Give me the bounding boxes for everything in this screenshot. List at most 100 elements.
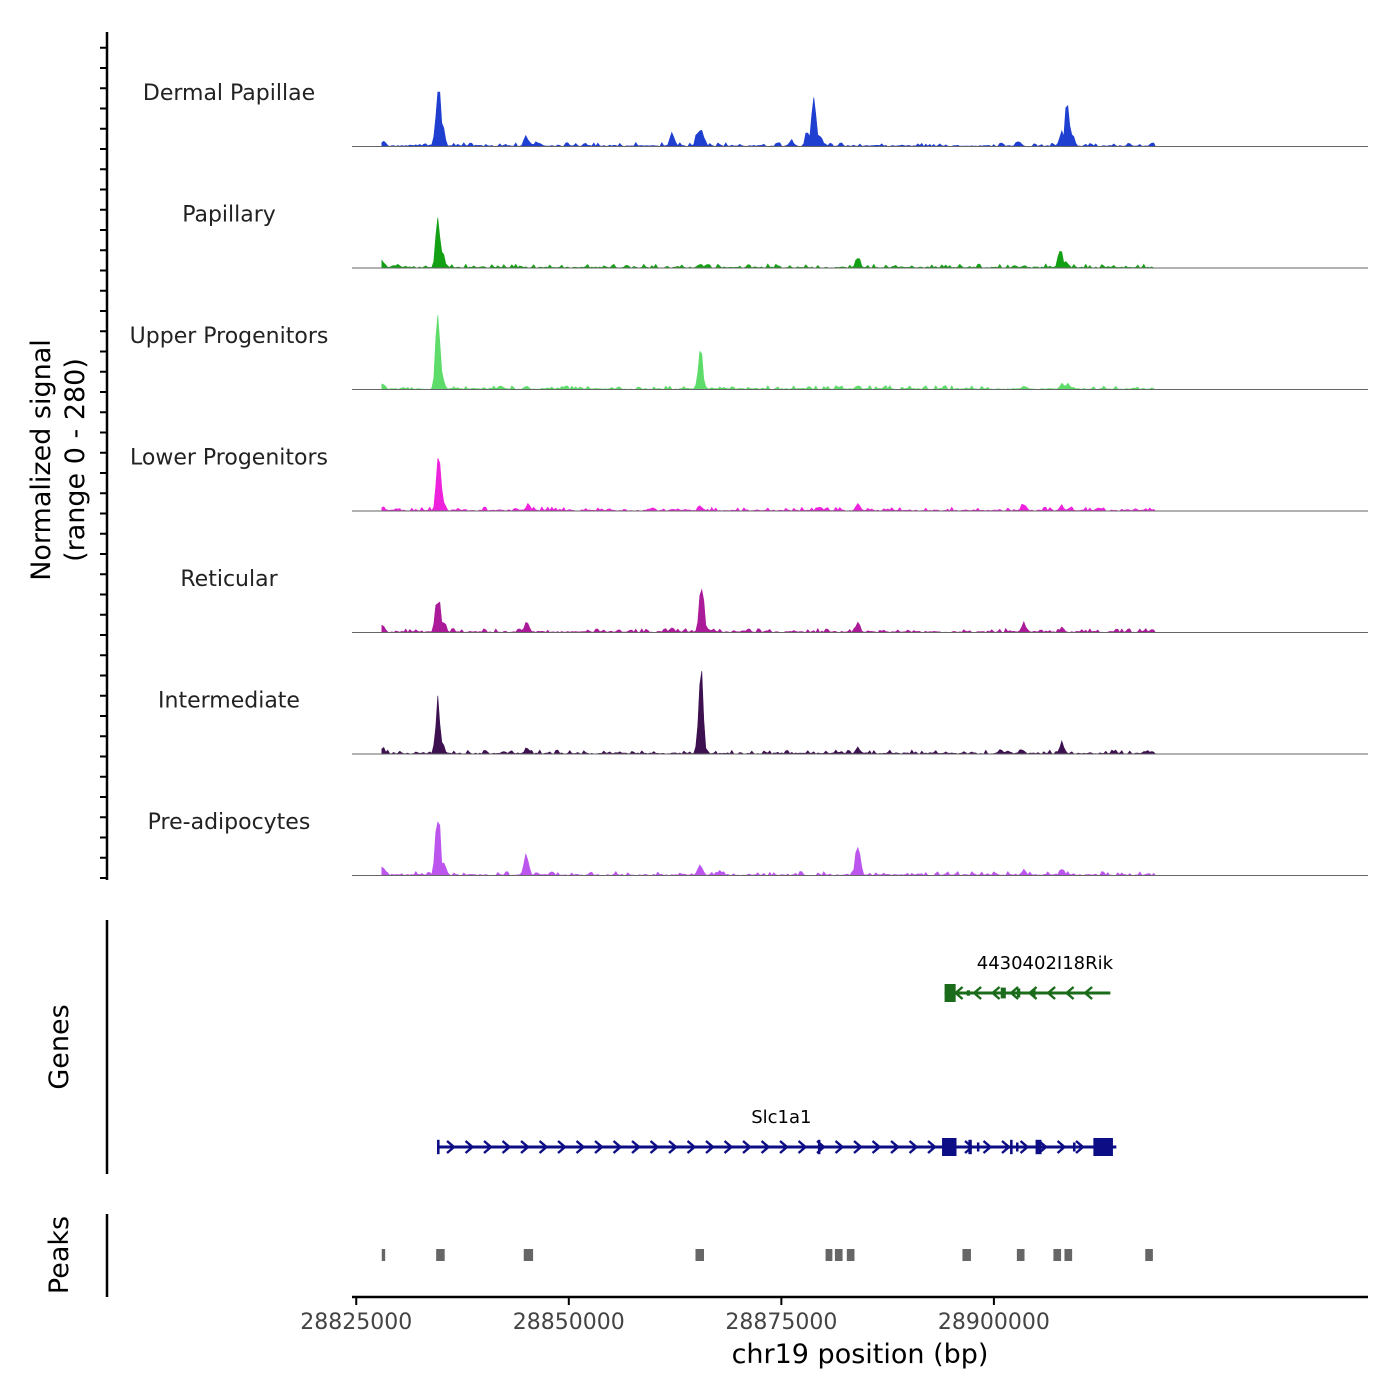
strand-chevron — [990, 986, 1001, 1000]
strand-chevron — [612, 1140, 623, 1154]
strand-chevron — [668, 1140, 678, 1154]
gene-exon — [1035, 1139, 1042, 1155]
track-upper-progenitors: Upper Progenitors — [130, 315, 1368, 390]
track-papillary: Papillary — [182, 203, 1368, 269]
x-tick-label: 28875000 — [725, 1310, 837, 1335]
track-lower-progenitors: Lower Progenitors — [130, 446, 1368, 512]
strand-chevron — [1009, 986, 1019, 1000]
gene-exon — [976, 1142, 980, 1152]
track-label: Papillary — [182, 203, 276, 228]
strand-chevron — [871, 1140, 882, 1154]
gene-exon — [1000, 987, 1006, 999]
gene-exon — [1072, 1142, 1076, 1152]
strand-chevron — [649, 1140, 660, 1154]
gene-exon — [1033, 988, 1036, 998]
strand-chevron — [1075, 1140, 1085, 1154]
peaks-axis-title: Peaks — [44, 1216, 75, 1294]
x-axis: 28825000 28850000 28875000 28900000 — [300, 1295, 1368, 1335]
signal-area — [381, 315, 1157, 390]
strand-chevron — [464, 1140, 475, 1154]
track-label: Upper Progenitors — [130, 324, 329, 349]
signal-area — [381, 91, 1156, 147]
gene-slc1a1: Slc1a1 — [437, 1107, 1117, 1156]
genes-panel: 4430402I18Rik Slc1a1 — [105, 920, 1117, 1174]
strand-chevron — [705, 1140, 715, 1154]
gene-4430402i18rik: 4430402I18Rik — [944, 953, 1114, 1002]
strand-chevron — [446, 1140, 456, 1154]
strand-chevron — [760, 1140, 771, 1154]
track-label: Lower Progenitors — [130, 446, 328, 471]
gene-label: 4430402I18Rik — [977, 953, 1114, 974]
peak-region — [695, 1249, 704, 1261]
track-pre-adipocytes: Pre-adipocytes — [148, 810, 1368, 877]
peak-region — [523, 1249, 534, 1261]
gene-exon — [817, 1139, 821, 1155]
strand-chevron — [575, 1140, 586, 1154]
peak-region — [1145, 1249, 1153, 1261]
strand-chevron — [1046, 986, 1056, 1000]
gene-exon — [1093, 1138, 1113, 1156]
gene-exon — [437, 1139, 440, 1155]
strand-chevron — [890, 1140, 900, 1154]
gene-exon — [944, 984, 956, 1002]
signal-area — [381, 588, 1156, 633]
x-tick-label: 28850000 — [513, 1310, 625, 1335]
track-label: Pre-adipocytes — [148, 810, 311, 835]
gene-label: Slc1a1 — [751, 1107, 811, 1128]
peak-region — [1064, 1249, 1073, 1261]
strand-chevron — [742, 1140, 752, 1154]
peak-region — [436, 1249, 445, 1261]
peak-region — [1053, 1249, 1062, 1261]
peak-region — [1016, 1249, 1025, 1261]
gene-exon — [942, 1138, 957, 1156]
strand-chevron — [972, 986, 982, 1000]
peak-region — [962, 1249, 971, 1261]
gene-exon — [1010, 1139, 1013, 1155]
strand-chevron — [594, 1140, 604, 1154]
track-label: Intermediate — [158, 689, 300, 714]
strand-chevron — [723, 1140, 734, 1154]
strand-chevron — [501, 1140, 512, 1154]
strand-chevron — [797, 1140, 808, 1154]
y-axis-title-line2: (range 0 - 280) — [60, 358, 91, 562]
x-axis-title: chr19 position (bp) — [732, 1339, 989, 1370]
strand-chevron — [964, 1140, 974, 1154]
track-label: Dermal Papillae — [143, 81, 315, 106]
strand-chevron — [686, 1140, 697, 1154]
strand-chevron — [908, 1140, 919, 1154]
track-intermediate: Intermediate — [158, 671, 1368, 755]
x-tick-label: 28900000 — [938, 1310, 1050, 1335]
strand-chevron — [834, 1140, 845, 1154]
gene-exon — [968, 1139, 972, 1155]
strand-chevron — [538, 1140, 549, 1154]
y-axis-title-line1: Normalized signal — [26, 339, 57, 581]
strand-chevron — [1019, 1140, 1030, 1154]
track-label: Reticular — [180, 567, 278, 592]
coverage-panel: Dermal Papillae Papillary Upper Progenitor… — [100, 32, 1368, 880]
signal-area — [381, 821, 1156, 877]
strand-chevron — [853, 1140, 863, 1154]
signal-area — [381, 217, 1156, 269]
peak-region — [846, 1249, 855, 1261]
strand-chevron — [1056, 1140, 1067, 1154]
strand-chevron — [1083, 986, 1093, 1000]
strand-chevron — [483, 1140, 493, 1154]
strand-chevron — [1064, 986, 1075, 1000]
gene-exon — [966, 990, 971, 996]
signal-area — [381, 671, 1157, 755]
genes-axis-title: Genes — [44, 1004, 75, 1089]
strand-chevron — [779, 1140, 789, 1154]
x-tick-label: 28825000 — [300, 1310, 412, 1335]
strand-chevron — [520, 1140, 530, 1154]
strand-chevron — [557, 1140, 567, 1154]
gene-exon — [1016, 1142, 1019, 1152]
signal-area — [381, 458, 1157, 512]
strand-chevron — [927, 1140, 937, 1154]
track-reticular: Reticular — [180, 567, 1368, 633]
peak-region — [834, 1249, 843, 1261]
track-dermal-papillae: Dermal Papillae — [143, 81, 1368, 147]
strand-chevron — [1001, 1140, 1011, 1154]
peak-region — [825, 1249, 833, 1261]
peak-region — [381, 1249, 386, 1261]
